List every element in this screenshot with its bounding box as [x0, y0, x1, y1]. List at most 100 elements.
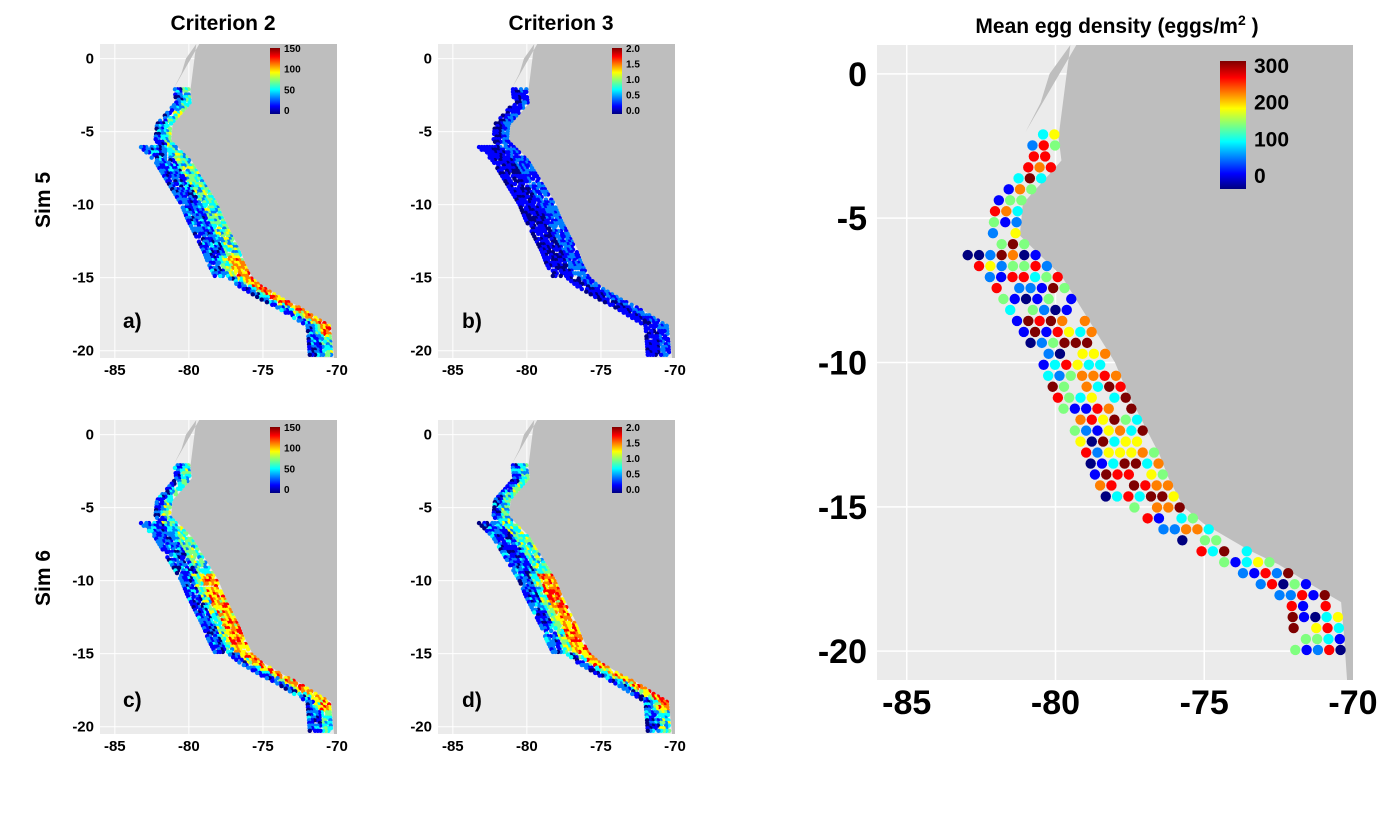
data-cell [1109, 414, 1120, 425]
data-cell [1322, 622, 1333, 634]
data-cell [1035, 173, 1047, 184]
y-tick-label: 0 [424, 427, 432, 444]
data-cell [1230, 557, 1241, 568]
data-cell [1137, 447, 1148, 458]
color-scale-label: 1.0 [626, 454, 640, 465]
data-cell [1287, 611, 1298, 623]
data-cell [625, 313, 631, 318]
data-cell [234, 281, 239, 287]
data-cell [1153, 513, 1165, 524]
data-cell [1099, 370, 1110, 381]
data-cell [985, 260, 996, 272]
color-scale-bar [270, 427, 280, 493]
y-tick-label: -5 [419, 500, 432, 517]
data-cell [479, 147, 484, 152]
data-cell [588, 292, 593, 297]
data-cell [1094, 480, 1106, 491]
data-cell [1300, 633, 1312, 645]
land-mass [509, 44, 675, 358]
data-cell [141, 523, 146, 528]
data-cell [1054, 348, 1066, 360]
panel-letter-label: b) [462, 310, 482, 333]
data-cell [617, 307, 622, 313]
data-cell [1011, 217, 1022, 228]
data-cell [608, 302, 613, 308]
data-cell [1037, 129, 1049, 140]
land-mass [171, 44, 337, 358]
data-cell [1128, 480, 1140, 491]
data-cell [1049, 129, 1060, 140]
data-cell [1111, 491, 1123, 502]
data-cell [602, 300, 608, 305]
data-cell [1007, 249, 1019, 261]
data-cell [264, 676, 270, 681]
row-label-sim-5: Sim 5 [32, 172, 55, 228]
data-cell [275, 305, 280, 310]
data-cell [1218, 546, 1230, 557]
y-tick-label: 0 [848, 56, 867, 94]
data-cell [173, 491, 179, 497]
x-tick-label: -70 [664, 362, 686, 379]
data-cell [1115, 381, 1126, 392]
data-cell [1038, 359, 1049, 371]
data-cell [1075, 436, 1086, 447]
data-cell [1151, 480, 1162, 491]
data-cell [1049, 359, 1061, 371]
data-cell [1024, 173, 1036, 184]
data-cell [1047, 282, 1059, 294]
data-cell [1086, 414, 1097, 425]
data-cell [144, 150, 149, 155]
data-cell [1218, 557, 1230, 568]
data-cell [1199, 535, 1211, 546]
data-cell [291, 315, 297, 321]
data-cell [259, 673, 264, 678]
data-cell [283, 310, 288, 315]
x-tick-label: -80 [178, 738, 200, 755]
y-tick-label: -15 [72, 270, 94, 287]
data-cell [1077, 348, 1088, 360]
data-cell [1000, 217, 1011, 228]
data-cell [996, 249, 1007, 261]
data-cell [1014, 282, 1025, 294]
data-cell [1028, 151, 1040, 162]
data-cell [1036, 282, 1048, 294]
data-cell [613, 681, 618, 686]
data-cell [279, 683, 284, 689]
data-cell [1131, 436, 1143, 447]
y-tick-label: -20 [72, 343, 94, 360]
data-cell [1207, 546, 1219, 557]
data-cell [287, 689, 293, 694]
data-cell [149, 155, 154, 160]
data-cell [1192, 524, 1203, 535]
x-tick-label: -85 [442, 362, 464, 379]
data-cell [1278, 578, 1289, 590]
data-cell [1088, 348, 1100, 360]
data-cell [1049, 140, 1061, 151]
data-cell [1034, 162, 1045, 173]
data-cell [1023, 315, 1034, 327]
data-cell [1097, 414, 1109, 425]
data-cell [621, 686, 626, 691]
x-tick-label: -70 [664, 738, 686, 755]
data-cell [504, 557, 510, 563]
data-cell [493, 539, 498, 544]
y-tick-label: -15 [410, 270, 432, 287]
data-cell [1137, 425, 1148, 436]
data-cell [1142, 513, 1153, 524]
color-scale-label: 0.5 [626, 91, 640, 102]
data-cell [1134, 491, 1145, 502]
data-cell [1123, 491, 1134, 502]
data-cell [1050, 304, 1061, 316]
data-cell [1029, 326, 1041, 338]
data-cell [984, 271, 996, 283]
y-tick-label: -10 [72, 197, 94, 214]
data-cell [177, 200, 183, 205]
data-cell [1019, 238, 1030, 250]
data-cell [174, 570, 180, 576]
data-cell [1018, 326, 1029, 338]
data-cell [1058, 403, 1069, 414]
data-cell [300, 321, 306, 326]
data-cell [241, 286, 247, 292]
x-tick-label: -80 [1031, 684, 1080, 722]
data-cell [553, 626, 558, 631]
